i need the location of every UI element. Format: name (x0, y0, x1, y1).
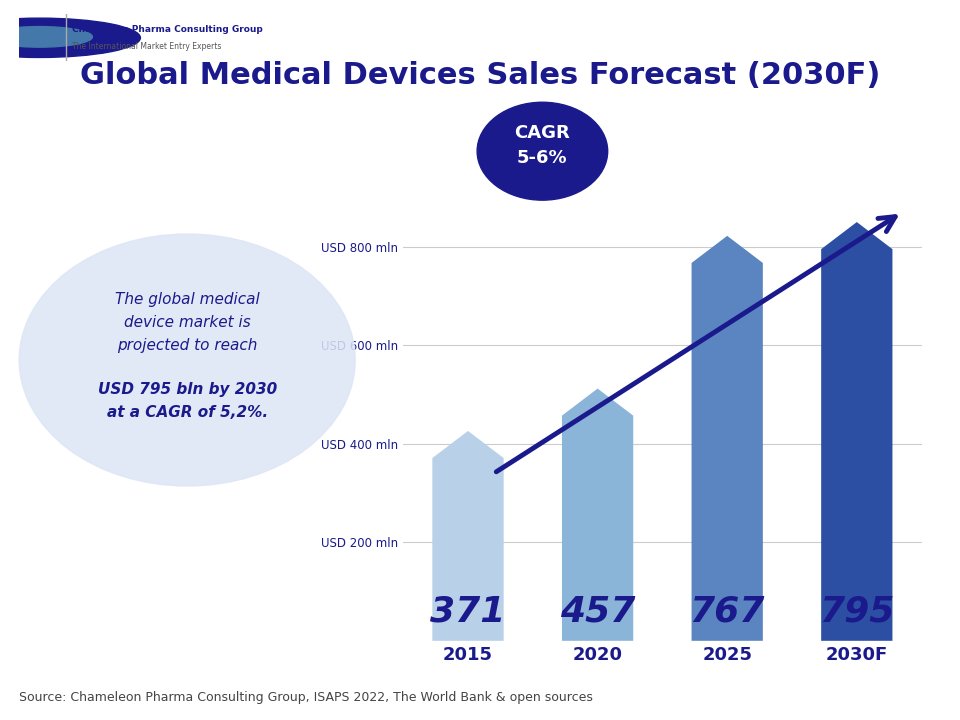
Circle shape (0, 27, 92, 47)
Text: USD 795 bln by 2030
at a CAGR of 5,2%.: USD 795 bln by 2030 at a CAGR of 5,2%. (98, 382, 276, 420)
Circle shape (0, 18, 140, 58)
Text: 795: 795 (819, 595, 895, 629)
Polygon shape (691, 236, 763, 641)
Text: 371: 371 (430, 595, 506, 629)
Polygon shape (562, 389, 634, 641)
Text: 457: 457 (560, 595, 636, 629)
Text: Global Medical Devices Sales Forecast (2030F): Global Medical Devices Sales Forecast (2… (80, 61, 880, 90)
Text: 767: 767 (689, 595, 765, 629)
Text: Chameleon Pharma Consulting Group: Chameleon Pharma Consulting Group (72, 25, 263, 34)
Polygon shape (821, 222, 893, 641)
Text: The global medical
device market is
projected to reach: The global medical device market is proj… (115, 292, 259, 354)
Polygon shape (432, 431, 504, 641)
Text: The International Market Entry Experts: The International Market Entry Experts (72, 42, 222, 50)
Text: CAGR
5-6%: CAGR 5-6% (515, 124, 570, 167)
Text: Source: Chameleon Pharma Consulting Group, ISAPS 2022, The World Bank & open sou: Source: Chameleon Pharma Consulting Grou… (19, 691, 593, 704)
